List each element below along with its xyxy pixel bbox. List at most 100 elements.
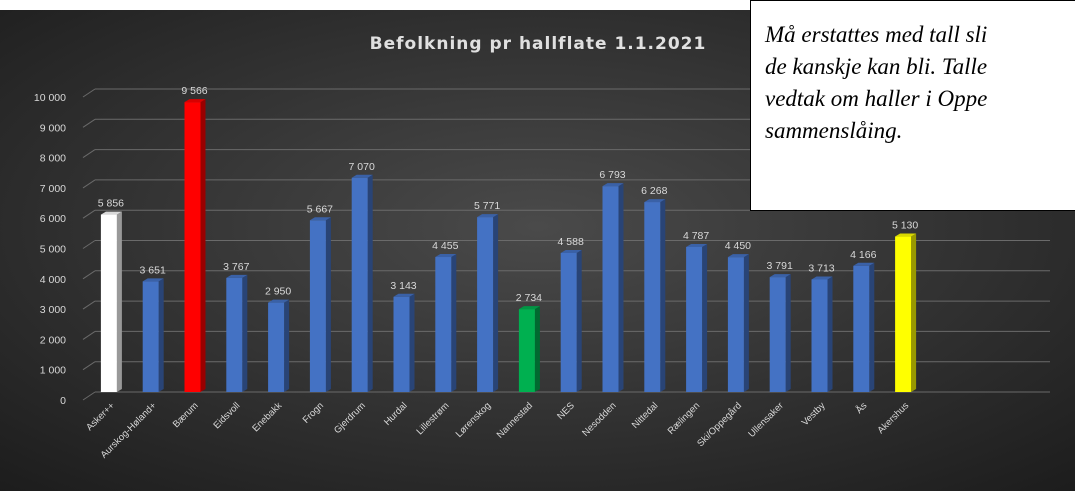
value-label: 3 713	[808, 262, 834, 274]
bar	[268, 302, 285, 392]
bar	[435, 257, 452, 392]
bar-top	[686, 243, 708, 247]
bar	[226, 277, 243, 392]
bar-side	[911, 233, 917, 392]
bar-top	[351, 174, 373, 178]
bar-side	[284, 299, 290, 392]
value-label: 3 791	[767, 260, 793, 272]
bar-top	[100, 211, 122, 215]
bar	[895, 236, 912, 392]
gridline-depth	[82, 179, 96, 189]
bar-top	[644, 199, 666, 203]
bar-top	[518, 306, 540, 310]
y-tick-label: 2 000	[40, 334, 66, 346]
y-tick-label: 3 000	[40, 304, 66, 316]
bar-side	[576, 249, 582, 392]
gridline-depth	[82, 149, 96, 159]
y-tick-label: 6 000	[40, 213, 66, 225]
bar-top	[477, 214, 499, 218]
y-tick-label: 7 000	[40, 183, 66, 195]
gridline-depth	[82, 209, 96, 219]
gridline-depth	[82, 361, 96, 371]
value-label: 5 856	[98, 198, 124, 210]
value-label: 6 793	[599, 169, 625, 181]
note-line: de kanskje kan bli. Talle	[765, 54, 988, 79]
value-labels: 5 856 3 651 9 566 3 767 2 950 5 667 7 070 3 143…	[98, 85, 919, 304]
gridline-depth	[82, 270, 96, 280]
bar	[769, 277, 786, 392]
bar	[309, 220, 326, 392]
bar	[644, 202, 661, 392]
bar-top	[560, 249, 582, 253]
gridline-depth	[82, 300, 96, 310]
bar	[560, 252, 577, 392]
bar	[142, 281, 159, 392]
bar-side	[534, 306, 540, 392]
bar-top	[769, 274, 791, 278]
bar-top	[393, 293, 415, 297]
bar	[477, 217, 494, 392]
value-label: 5 667	[307, 203, 333, 215]
bar-top	[727, 254, 749, 258]
y-tick-label: 0	[60, 395, 66, 407]
note-box: Må erstattes med tall sli de kanskje kan…	[750, 0, 1075, 211]
gridline-depth	[82, 240, 96, 249]
bars	[100, 99, 917, 392]
note-line: sammenslåing.	[765, 118, 903, 143]
bar-top	[853, 262, 875, 266]
gridline-depth	[82, 330, 96, 340]
value-label: 5 771	[474, 200, 500, 212]
y-tick-label: 9 000	[40, 122, 66, 134]
value-label: 2 734	[516, 292, 542, 304]
bar	[393, 296, 410, 392]
bar-side	[702, 243, 708, 392]
bar-side	[325, 217, 331, 392]
gridline-depth	[82, 118, 96, 128]
bar	[686, 246, 703, 392]
bar-side	[242, 274, 248, 392]
bar-top	[602, 183, 624, 187]
gridline-depth	[82, 391, 96, 401]
bar-side	[200, 99, 206, 392]
value-label: 6 268	[641, 185, 667, 197]
value-label: 3 767	[223, 261, 249, 273]
value-label: 5 130	[892, 220, 918, 232]
gridline-depth	[82, 88, 96, 98]
value-label: 7 070	[349, 161, 375, 173]
bar-top	[309, 217, 331, 221]
y-axis: 0 1 000 2 000 3 000 4 000 5 000 6 000 7 000 8 00…	[34, 92, 66, 407]
bar-top	[184, 99, 206, 103]
bar-side	[785, 274, 791, 392]
bar-top	[895, 233, 917, 237]
note-line: vedtak om haller i Oppe	[765, 86, 988, 111]
bar	[518, 309, 535, 392]
value-label: 4 588	[558, 236, 584, 248]
bar-side	[451, 254, 457, 392]
value-label: 4 787	[683, 230, 709, 242]
bar	[853, 265, 870, 392]
bar-side	[158, 278, 164, 392]
y-tick-label: 8 000	[40, 153, 66, 165]
bar-side	[116, 211, 122, 392]
bar-side	[367, 174, 373, 392]
bar-side	[827, 276, 833, 392]
bar-top	[226, 274, 248, 278]
value-label: 4 450	[725, 240, 751, 252]
bar	[727, 257, 744, 392]
bar	[351, 177, 368, 392]
bar-side	[493, 214, 499, 392]
bar	[100, 214, 117, 392]
bar-side	[409, 293, 415, 392]
bar-top	[811, 276, 833, 280]
value-label: 4 455	[432, 240, 458, 252]
y-tick-label: 10 000	[34, 92, 66, 104]
bar	[811, 279, 828, 392]
note-line: Må erstattes med tall sli	[765, 22, 988, 47]
value-label: 2 950	[265, 286, 291, 298]
bar-side	[618, 183, 624, 392]
value-label: 4 166	[850, 249, 876, 261]
bar	[184, 102, 201, 392]
bar-top	[435, 254, 457, 258]
value-label: 3 143	[390, 280, 416, 292]
chart-title: Befolkning pr hallflate 1.1.2021	[370, 34, 707, 54]
